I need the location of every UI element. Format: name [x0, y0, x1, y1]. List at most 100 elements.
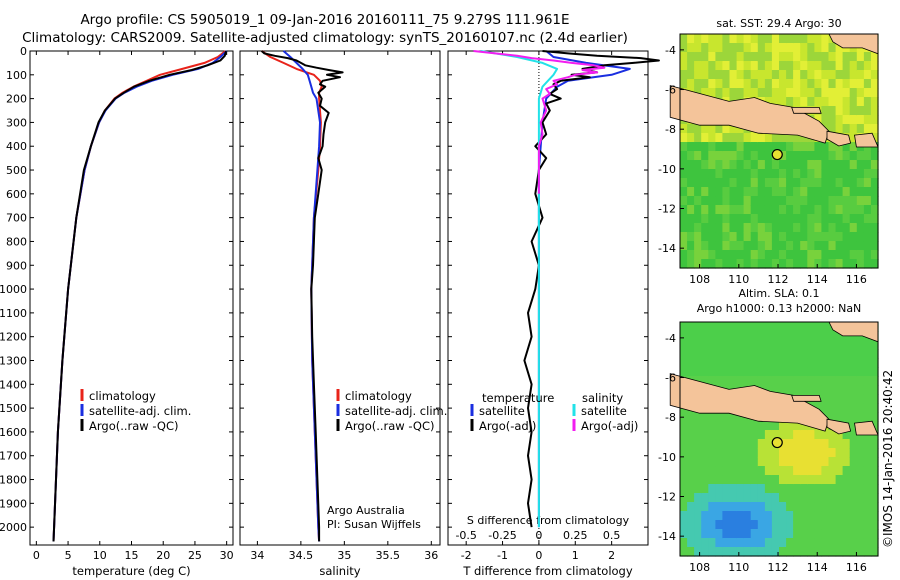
map-cell	[849, 169, 858, 179]
map-cell	[694, 493, 702, 503]
map-cell	[786, 358, 794, 368]
depth-tick-label: 500	[6, 164, 27, 177]
map-cell	[870, 133, 879, 143]
map-cell	[750, 520, 759, 530]
map-cell	[800, 43, 808, 53]
map-cell	[849, 457, 858, 467]
map-cell	[821, 43, 830, 53]
map-cell	[743, 133, 752, 143]
map-cell	[842, 484, 851, 494]
map-cell	[863, 457, 872, 467]
map-cell	[842, 376, 851, 386]
map-cell	[835, 439, 844, 449]
map-cell	[793, 340, 801, 350]
map-cell	[807, 529, 815, 539]
map-cell	[793, 133, 801, 143]
map-cell	[708, 169, 716, 179]
map-cell	[856, 160, 865, 170]
map-cell	[680, 466, 688, 476]
map-cell	[828, 97, 837, 107]
map-cell	[835, 52, 844, 62]
map-cell	[715, 241, 724, 251]
map-cell	[736, 79, 745, 89]
map-cell	[715, 178, 724, 188]
map-cell	[786, 250, 794, 260]
map-cell	[779, 160, 787, 170]
map-cell	[722, 151, 731, 161]
map-cell	[835, 232, 844, 242]
map-cell	[757, 259, 766, 269]
map-cell	[856, 367, 865, 377]
map-cell	[701, 331, 709, 341]
map-cell	[856, 439, 865, 449]
map-cell	[779, 79, 787, 89]
map-cell	[736, 322, 745, 332]
map-cell	[771, 511, 780, 521]
map-cell	[842, 493, 851, 503]
map-cell	[786, 196, 794, 206]
map-cell	[701, 232, 709, 242]
map-cell	[736, 250, 745, 260]
map-cell	[800, 331, 808, 341]
map-cell	[764, 547, 773, 557]
map-cell	[750, 52, 759, 62]
map-cell	[680, 70, 688, 80]
map-cell	[701, 376, 709, 386]
map-cell	[835, 475, 844, 485]
map-cell	[729, 421, 738, 431]
map-cell	[849, 412, 858, 422]
map-cell	[786, 187, 794, 197]
map-cell	[849, 124, 858, 134]
map-cell	[779, 457, 787, 467]
map-cell	[757, 421, 766, 431]
imos-timestamp: ©IMOS 14-Jan-2016 20:40:42	[881, 369, 895, 548]
map-cell	[821, 376, 830, 386]
map-cell	[771, 52, 780, 62]
depth-tick-label: 1600	[0, 426, 27, 439]
map-cell	[687, 439, 695, 449]
map-frame	[679, 33, 879, 269]
map-cell	[764, 322, 773, 332]
map-cell	[680, 34, 688, 44]
map-cell	[694, 196, 702, 206]
map-cell	[708, 367, 716, 377]
map-cell	[793, 88, 801, 98]
map-cell	[807, 358, 815, 368]
map-cell	[771, 205, 780, 215]
map-cell	[687, 547, 695, 557]
map-cell	[687, 484, 695, 494]
map-cell	[736, 142, 745, 152]
map-cell	[687, 457, 695, 467]
map-cell	[800, 520, 808, 530]
map-cell	[708, 349, 716, 359]
map-cell	[842, 115, 851, 125]
map-cell	[750, 367, 759, 377]
map-cell	[708, 205, 716, 215]
map-cell	[722, 475, 731, 485]
map-cell	[821, 475, 830, 485]
map-cell	[849, 538, 858, 548]
map-cell	[800, 52, 808, 62]
map-cell	[736, 205, 745, 215]
map-cell	[835, 142, 844, 152]
map-cell	[821, 160, 830, 170]
map-cell	[849, 178, 858, 188]
map-cell	[800, 448, 808, 458]
map-cell	[708, 133, 716, 143]
map-cell	[800, 475, 808, 485]
map-cell	[687, 142, 695, 152]
map-cell	[757, 61, 766, 71]
map-cell	[786, 214, 794, 224]
map-cell	[856, 61, 865, 71]
map-cell	[828, 250, 837, 260]
x-tick-label: 30	[220, 549, 234, 562]
map-cell	[694, 448, 702, 458]
map-cell	[828, 241, 837, 251]
map-cell	[687, 79, 695, 89]
map-cell	[750, 529, 759, 539]
map-cell	[729, 124, 738, 134]
map-cell	[771, 43, 780, 53]
map-cell	[856, 394, 865, 404]
map-cell	[807, 439, 815, 449]
map-cell	[786, 241, 794, 251]
